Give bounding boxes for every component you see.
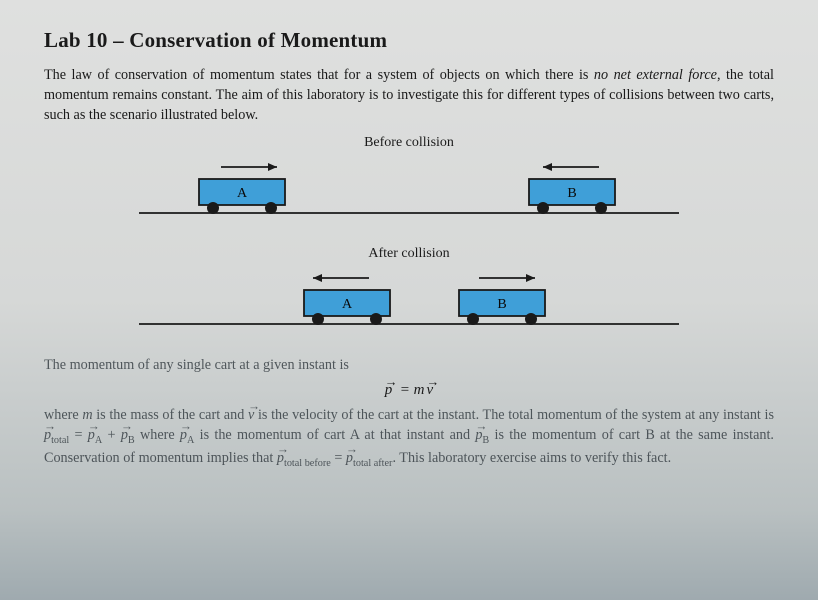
before-collision-svg: AB [129, 155, 689, 225]
expl-10: . This laboratory exercise aims to verif… [392, 450, 671, 466]
svg-text:A: A [342, 297, 353, 312]
svg-text:A: A [237, 186, 248, 201]
momentum-intro: The momentum of any single cart at a giv… [44, 355, 774, 375]
p-vector: p→ [385, 382, 393, 399]
expl-5: + [102, 427, 121, 443]
expl-sub-before: total before [284, 458, 331, 469]
expl-2: is the mass of the cart and [93, 407, 248, 423]
svg-text:B: B [567, 186, 576, 201]
expl-9: = [331, 450, 346, 466]
after-collision-label: After collision [44, 246, 774, 262]
after-collision-svg: AB [129, 266, 689, 336]
intro-emphasis: no net external force [594, 67, 717, 83]
expl-sub-after: total after [353, 458, 392, 469]
expl-3: is the velocity of the cart at the insta… [254, 407, 774, 423]
expl-v: v→ [248, 405, 254, 425]
intro-paragraph: The law of conservation of momentum stat… [44, 65, 774, 125]
expl-pA2: p→ [180, 425, 187, 445]
expl-pB: p→ [121, 425, 128, 445]
momentum-equation: p→ = mv→ [44, 382, 774, 399]
expl-ptotal: p→ [44, 425, 51, 445]
lab-page: Lab 10 – Conservation of Momentum The la… [0, 0, 818, 600]
v-vector: v→ [427, 382, 434, 399]
expl-pA: p→ [88, 425, 95, 445]
expl-pB2: p→ [475, 425, 482, 445]
intro-text-1: The law of conservation of momentum stat… [44, 67, 594, 83]
before-collision-label: Before collision [44, 135, 774, 151]
expl-pbefore: p→ [277, 448, 284, 468]
explanation-paragraph: where m is the mass of the cart and v→ i… [44, 405, 774, 472]
expl-6: where [135, 427, 180, 443]
expl-7: is the momentum of cart A at that instan… [194, 427, 475, 443]
svg-text:B: B [497, 297, 506, 312]
expl-sub-total: total [51, 435, 69, 446]
expl-subB: B [128, 435, 135, 446]
eq-m: m [414, 382, 425, 398]
diagram-before: AB [129, 155, 689, 230]
expl-pafter: p→ [346, 448, 353, 468]
diagram-after: AB [129, 266, 689, 341]
page-title: Lab 10 – Conservation of Momentum [44, 28, 774, 53]
expl-4: = [69, 427, 88, 443]
